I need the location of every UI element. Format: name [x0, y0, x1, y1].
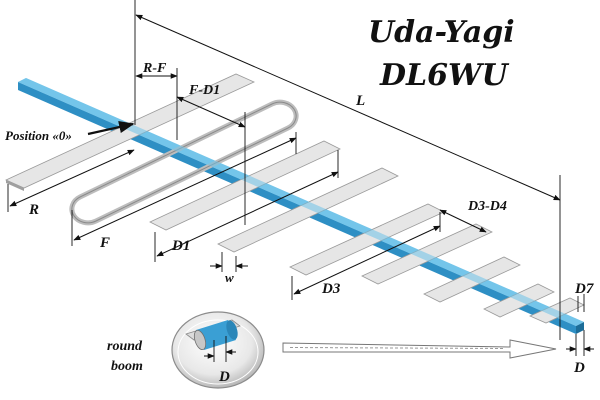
position-zero-label: Position «0» — [5, 128, 72, 143]
f-label: F — [99, 235, 110, 251]
inset-d-label: D — [218, 369, 230, 385]
r-label: R — [28, 202, 39, 218]
title-line-1: Uda-Yagi — [368, 15, 515, 50]
title-line-2: DL6WU — [379, 58, 510, 93]
d3-label: D3 — [321, 281, 341, 297]
r-f-label: R-F — [142, 61, 167, 76]
position-pointer-arrow — [87, 120, 135, 136]
inset-round-label: round — [107, 339, 143, 354]
inset-boom-label: boom — [111, 359, 143, 374]
f-d1-label: F-D1 — [188, 83, 220, 98]
w-label: w — [225, 270, 234, 285]
dimension-lines — [7, 0, 594, 356]
d3-d4-label: D3-D4 — [467, 199, 507, 214]
d1-label: D1 — [171, 238, 190, 254]
d7-label: D7 — [574, 281, 594, 297]
d-label: D — [573, 360, 585, 376]
hollow-right-arrow-icon — [282, 339, 557, 359]
round-boom-inset — [171, 311, 265, 389]
l-label: L — [355, 93, 365, 109]
